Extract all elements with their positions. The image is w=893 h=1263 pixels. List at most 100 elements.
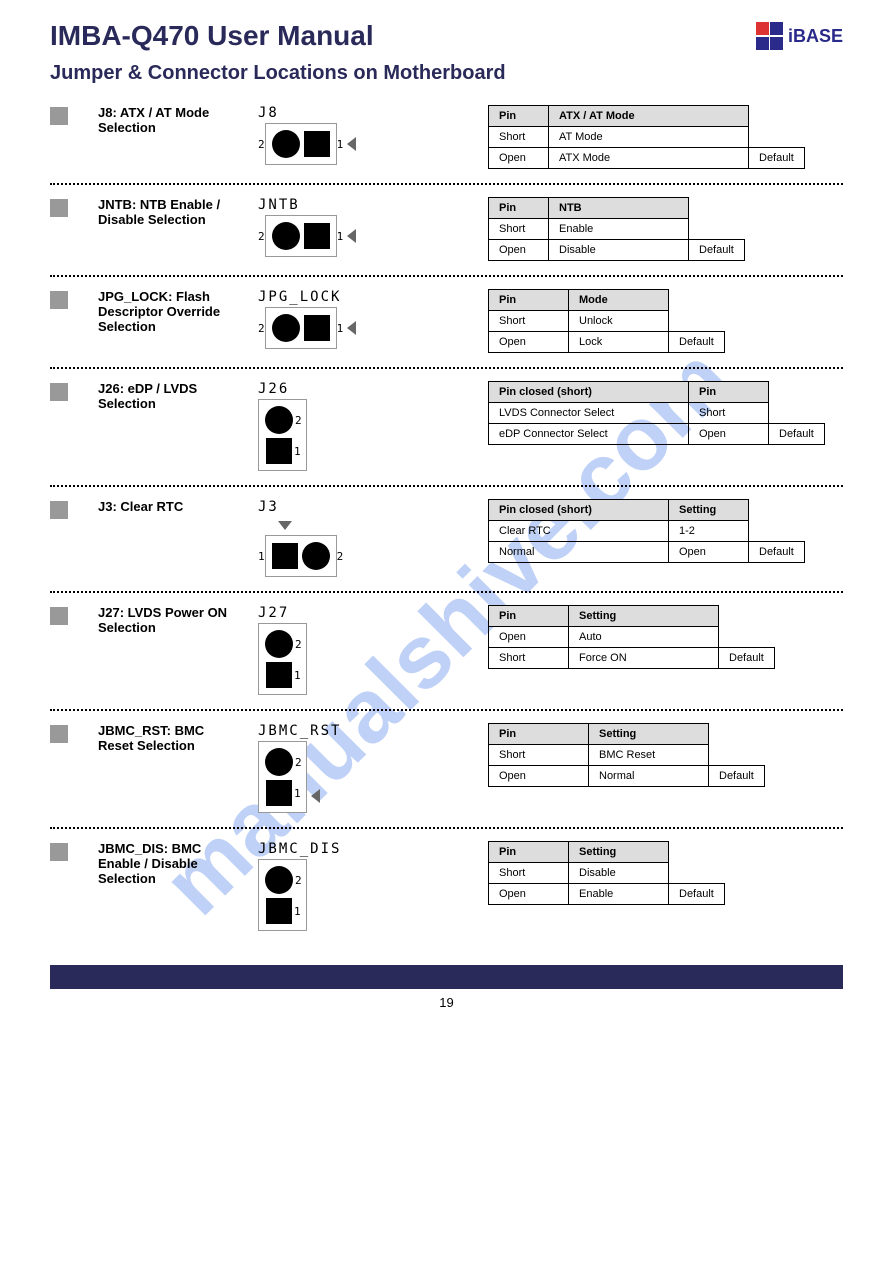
pin-number: 1	[258, 550, 265, 563]
pin-square-icon	[266, 780, 292, 806]
pin-number: 2	[295, 638, 302, 651]
pin-circle-icon	[265, 748, 293, 776]
table-cell: Normal	[489, 542, 669, 563]
table-cell: ATX Mode	[549, 148, 749, 169]
pin-number: 2	[258, 230, 265, 243]
table-cell: Clear RTC	[489, 521, 669, 542]
default-cell: Default	[749, 542, 805, 563]
section-title: JBMC_DIS: BMC Enable / Disable Selection	[98, 841, 228, 886]
pin-circle-icon	[272, 130, 300, 158]
table-row: ShortAT Mode	[489, 127, 805, 148]
triangle-icon	[347, 229, 356, 243]
pin-square-icon	[304, 223, 330, 249]
settings-table: PinModeShortUnlockOpenLockDefault	[488, 289, 725, 353]
table-header: Pin	[489, 606, 569, 627]
table-container: PinSettingOpenAutoShortForce ONDefault	[488, 605, 843, 669]
section-title: JBMC_RST: BMC Reset Selection	[98, 723, 228, 753]
triangle-icon	[347, 321, 356, 335]
table-header: Pin	[489, 724, 589, 745]
jumper-section: JNTB: NTB Enable / Disable Selection JNT…	[50, 185, 843, 277]
pin-square-icon	[304, 131, 330, 157]
section-title: J3: Clear RTC	[98, 499, 228, 514]
jumper-section: J8: ATX / AT Mode Selection J821 PinATX …	[50, 93, 843, 185]
content-area: J8: ATX / AT Mode Selection J821 PinATX …	[0, 93, 893, 945]
table-cell: Open	[689, 424, 769, 445]
diagram-container: J2721	[258, 605, 458, 695]
diagram-label: J26	[258, 381, 458, 397]
section-title: JPG_LOCK: Flash Descriptor Override Sele…	[98, 289, 228, 334]
pin-circle-icon	[265, 406, 293, 434]
table-cell: Open	[489, 148, 549, 169]
table-container: Pin closed (short)SettingClear RTC1-2Nor…	[488, 499, 843, 563]
jumper-diagram	[265, 307, 337, 349]
page-title: Jumper & Connector Locations on Motherbo…	[0, 62, 893, 93]
table-header: Pin	[489, 842, 569, 863]
triangle-icon	[347, 137, 356, 151]
table-row: eDP Connector SelectOpenDefault	[489, 424, 825, 445]
table-cell: Short	[489, 311, 569, 332]
jumper-section: JBMC_DIS: BMC Enable / Disable Selection…	[50, 829, 843, 945]
jumper-section: J26: eDP / LVDS Selection J2621 Pin clos…	[50, 369, 843, 487]
table-container: PinModeShortUnlockOpenLockDefault	[488, 289, 843, 353]
table-cell: Enable	[569, 884, 669, 905]
footer-bar	[50, 965, 843, 989]
diagram-label: JPG_LOCK	[258, 289, 458, 305]
table-cell: Auto	[569, 627, 719, 648]
pin-circle-icon	[302, 542, 330, 570]
pin-number: 1	[294, 905, 301, 918]
table-row: OpenEnableDefault	[489, 884, 725, 905]
table-cell: Disable	[549, 240, 689, 261]
jumper-diagram	[265, 535, 337, 577]
diagram-label: JBMC_DIS	[258, 841, 458, 857]
table-row: LVDS Connector SelectShort	[489, 403, 825, 424]
default-cell: Default	[769, 424, 825, 445]
table-cell: Short	[489, 863, 569, 884]
table-cell: Short	[489, 745, 589, 766]
section-title: J8: ATX / AT Mode Selection	[98, 105, 228, 135]
table-row: NormalOpenDefault	[489, 542, 805, 563]
triangle-icon	[311, 789, 320, 803]
jumper-section: JBMC_RST: BMC Reset Selection JBMC_RST21…	[50, 711, 843, 829]
diagram-container: JPG_LOCK 2 1	[258, 289, 458, 349]
table-header: ATX / AT Mode	[549, 106, 749, 127]
table-header: Pin	[489, 290, 569, 311]
diagram-label: JBMC_RST	[258, 723, 458, 739]
pin-circle-icon	[265, 630, 293, 658]
jumper-diagram	[265, 215, 337, 257]
pin-number: 2	[258, 138, 265, 151]
settings-table: Pin closed (short)SettingClear RTC1-2Nor…	[488, 499, 805, 563]
page-number: 19	[0, 995, 893, 1010]
table-row: Clear RTC1-2	[489, 521, 805, 542]
table-container: Pin closed (short)PinLVDS Connector Sele…	[488, 381, 843, 445]
pin-number: 2	[337, 550, 344, 563]
table-cell: AT Mode	[549, 127, 749, 148]
table-header: Pin	[689, 382, 769, 403]
pin-square-icon	[304, 315, 330, 341]
pin-circle-icon	[272, 222, 300, 250]
pin-circle-icon	[272, 314, 300, 342]
diagram-label: J3	[258, 499, 458, 515]
table-header: Pin	[489, 106, 549, 127]
diagram-container: JBMC_DIS21	[258, 841, 458, 931]
table-cell: Short	[689, 403, 769, 424]
table-cell: Open	[489, 766, 589, 787]
section-title: JNTB: NTB Enable / Disable Selection	[98, 197, 228, 227]
pin-number: 2	[295, 756, 302, 769]
table-header: NTB	[549, 198, 689, 219]
pin-square-icon	[266, 662, 292, 688]
default-cell: Default	[669, 332, 725, 353]
pin-number: 2	[295, 414, 302, 427]
pin-number: 1	[337, 322, 344, 335]
diagram-label: J8	[258, 105, 458, 121]
table-cell: Unlock	[569, 311, 669, 332]
table-row: OpenLockDefault	[489, 332, 725, 353]
table-header: Setting	[569, 606, 719, 627]
diagram-container: J2621	[258, 381, 458, 471]
bullet-icon	[50, 725, 68, 743]
table-row: OpenNormalDefault	[489, 766, 765, 787]
table-cell: LVDS Connector Select	[489, 403, 689, 424]
table-row: ShortUnlock	[489, 311, 725, 332]
pin-square-icon	[266, 438, 292, 464]
table-cell: Open	[489, 884, 569, 905]
pin-number: 2	[258, 322, 265, 335]
